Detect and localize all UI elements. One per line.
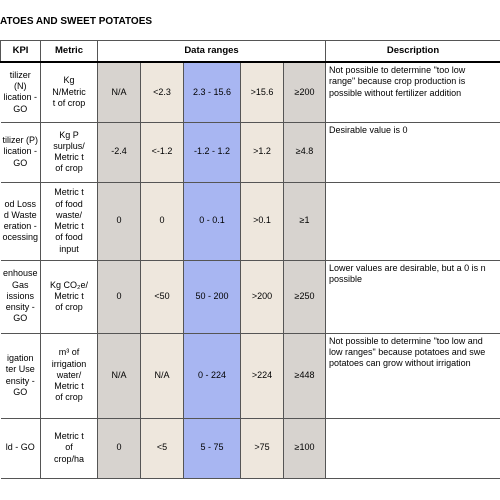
table-row: tilizer (N) lication - GO Kg N/Metric t o… (0, 61, 500, 123)
description-cell: Not possible to determine "too low range… (325, 61, 500, 123)
kpi-cell: enhouse Gas issions ensity - GO (0, 259, 41, 334)
range-cell: >75 (240, 417, 284, 479)
range-cell: 0 (97, 259, 141, 334)
range-cell: >1.2 (240, 121, 284, 183)
range-cell: N/A (140, 332, 184, 419)
kpi-table: KPI Metric Data ranges Description tiliz… (0, 40, 500, 479)
range-cell: -2.4 (97, 121, 141, 183)
range-cell: 0 (97, 181, 141, 261)
metric-cell: Metric t of crop/ha (40, 417, 98, 479)
range-cell: 2.3 - 15.6 (183, 61, 241, 123)
kpi-cell: tilizer (P) lication - GO (0, 121, 41, 183)
range-cell: ≥448 (282, 332, 327, 419)
range-cell: 0 - 0.1 (183, 181, 241, 261)
range-cell: N/A (97, 332, 141, 419)
range-cell: 50 - 200 (183, 259, 241, 334)
header-cell: KPI (0, 40, 41, 63)
description-cell: Not possible to determine "too low and l… (325, 332, 500, 419)
kpi-cell: od Loss d Waste eration - ocessing (0, 181, 41, 261)
range-cell: >15.6 (240, 61, 284, 123)
range-cell: <2.3 (140, 61, 184, 123)
range-cell: >224 (240, 332, 284, 419)
kpi-cell: tilizer (N) lication - GO (0, 61, 41, 123)
kpi-cell: igation ter Use ensity - GO (0, 332, 41, 419)
range-cell: <50 (140, 259, 184, 334)
range-cell: N/A (97, 61, 141, 123)
table-row: tilizer (P) lication - GO Kg P surplus/ M… (0, 121, 500, 183)
table-row: od Loss d Waste eration - ocessing Metric… (0, 181, 500, 261)
description-cell (325, 417, 500, 479)
table-body: tilizer (N) lication - GO Kg N/Metric t o… (0, 61, 500, 479)
range-cell: ≥100 (282, 417, 327, 479)
range-cell: ≥4.8 (282, 121, 327, 183)
metric-cell: Kg P surplus/ Metric t of crop (40, 121, 98, 183)
table-row: igation ter Use ensity - GO m³ of irrigat… (0, 332, 500, 419)
description-cell: Lower values are desirable, but a 0 is n… (325, 259, 500, 334)
metric-cell: m³ of irrigation water/ Metric t of crop (40, 332, 98, 419)
range-cell: ≥200 (282, 61, 327, 123)
range-cell: 0 (140, 181, 184, 261)
range-cell: -1.2 - 1.2 (183, 121, 241, 183)
header-cell: Description (325, 40, 500, 63)
range-cell: 0 - 224 (183, 332, 241, 419)
metric-cell: Kg N/Metric t of crop (40, 61, 98, 123)
metric-cell: Kg CO₂e/ Metric t of crop (40, 259, 98, 334)
range-cell: ≥1 (282, 181, 327, 261)
range-cell: >0.1 (240, 181, 284, 261)
range-cell: <5 (140, 417, 184, 479)
range-cell: 0 (97, 417, 141, 479)
table-row: enhouse Gas issions ensity - GO Kg CO₂e/ … (0, 259, 500, 334)
description-cell: Desirable value is 0 (325, 121, 500, 183)
header-row: KPI Metric Data ranges Description (0, 40, 500, 63)
header-cell: Metric (40, 40, 98, 63)
header-cell: Data ranges (96, 40, 327, 63)
kpi-cell: ld - GO (0, 417, 41, 479)
table-row: ld - GO Metric t of crop/ha 0 <5 5 - 75 >75 ≥1… (0, 417, 500, 479)
table-title: ATOES AND SWEET POTATOES (0, 16, 153, 27)
description-cell (325, 181, 500, 261)
range-cell: >200 (240, 259, 284, 334)
range-cell: <-1.2 (140, 121, 184, 183)
metric-cell: Metric t of food waste/ Metric t of food… (40, 181, 98, 261)
range-cell: 5 - 75 (183, 417, 241, 479)
range-cell: ≥250 (282, 259, 327, 334)
